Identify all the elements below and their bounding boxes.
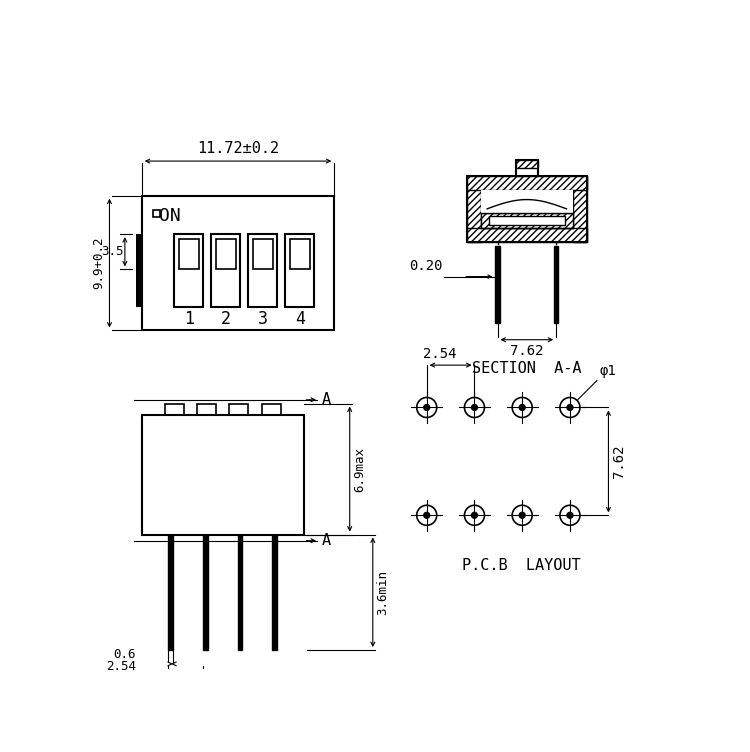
Text: 11.72±0.2: 11.72±0.2 [197,141,279,156]
Bar [197,404,216,415]
Bar [290,238,310,269]
Bar [481,190,573,228]
Circle shape [424,512,430,518]
Bar [253,238,273,269]
Circle shape [512,398,532,417]
Bar [481,213,573,228]
Text: ON: ON [159,208,181,226]
Bar [142,415,304,535]
Circle shape [567,512,573,518]
Text: A: A [321,533,330,548]
Text: 0.20: 0.20 [409,259,442,273]
Circle shape [519,405,525,411]
Text: SECTION  A-A: SECTION A-A [472,361,581,376]
Text: 3.6min: 3.6min [376,570,390,615]
Bar [516,159,538,177]
Text: 0.6: 0.6 [113,647,136,661]
Circle shape [464,398,484,417]
Bar [481,190,573,213]
Circle shape [560,398,580,417]
Text: P.C.B  LAYOUT: P.C.B LAYOUT [462,558,580,572]
Bar [142,196,334,330]
Bar [262,404,280,415]
Circle shape [417,398,436,417]
Bar [489,216,565,225]
Text: 2.54: 2.54 [106,660,136,673]
Circle shape [424,405,430,411]
Bar [285,234,314,308]
Bar [216,238,236,269]
Text: 7.62: 7.62 [510,344,544,357]
Text: 9.9+0.2: 9.9+0.2 [93,237,106,290]
Text: 2.54: 2.54 [423,347,456,360]
Bar [495,246,500,323]
Text: 3: 3 [258,310,268,328]
Bar [211,234,241,308]
Bar [272,535,277,650]
Text: 1: 1 [184,310,194,328]
Bar [467,177,586,190]
Bar [467,177,481,242]
Text: 2: 2 [220,310,231,328]
Circle shape [567,405,573,411]
Text: 6.9max: 6.9max [353,447,367,492]
Bar [152,210,160,217]
Bar [164,404,184,415]
Bar [573,177,586,242]
Bar [516,159,538,177]
Text: 3.5: 3.5 [100,245,123,258]
Bar [516,159,538,168]
Bar [203,535,208,650]
Circle shape [519,512,525,518]
Text: 4: 4 [295,310,304,328]
Bar [467,177,586,242]
Bar [238,535,242,650]
Text: 7.62: 7.62 [612,444,626,478]
Bar [230,404,248,415]
Circle shape [464,505,484,526]
Circle shape [472,512,478,518]
Bar [248,234,278,308]
Bar [554,246,559,323]
Text: φ1: φ1 [599,364,616,378]
Circle shape [512,505,532,526]
Bar [174,234,203,308]
Circle shape [560,505,580,526]
Circle shape [417,505,436,526]
Bar [169,535,173,650]
Circle shape [472,405,478,411]
Bar [136,234,142,308]
Text: A: A [321,393,330,408]
Bar [467,228,586,242]
Bar [178,238,199,269]
